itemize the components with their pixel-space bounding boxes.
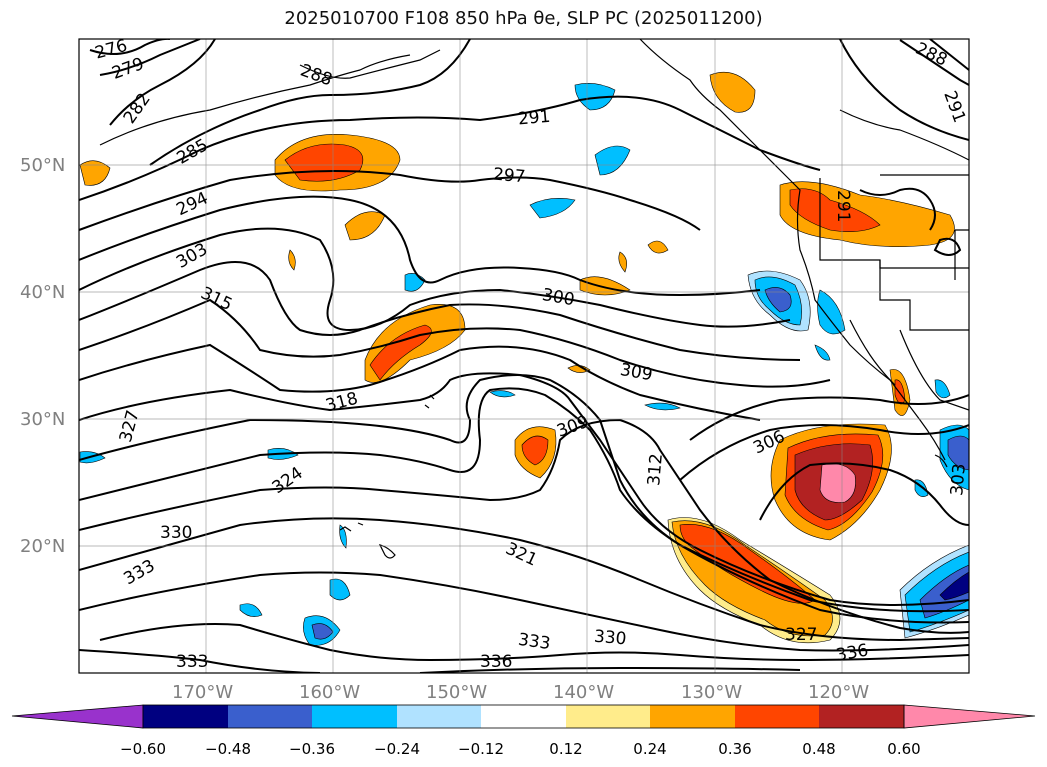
contour-label-309b: 309 [554,412,591,442]
contour-label-309: 309 [619,360,654,385]
colorbar-tick-4: −0.24 [374,740,420,758]
colorbar-segment-8 [735,705,819,728]
contour-label-291: 291 [517,107,551,130]
lon-label-130w: 130°W [681,682,742,703]
colorbar-segment-2 [228,705,312,728]
colorbar-tick-3: −0.36 [289,740,335,758]
colorbar-segment-6 [566,705,650,728]
shading-layer [79,71,969,646]
contour-label-336: 336 [480,652,512,672]
contour-label-282: 282 [120,90,155,128]
lon-label-150w: 150°W [426,682,487,703]
lat-label-50n: 50°N [20,155,65,176]
contour-label-312: 312 [644,453,667,487]
colorbar-segment-7 [650,705,735,728]
chart-title: 2025010700 F108 850 hPa θe, SLP PC (2025… [284,8,763,29]
contour-label-333: 333 [120,556,158,590]
colorbar-segment-3 [312,705,397,728]
longitude-labels: 170°W 160°W 150°W 140°W 130°W 120°W [172,682,869,703]
contour-label-291b: 291 [939,88,969,125]
contour-label-327: 327 [116,408,144,445]
contour-label-318: 318 [324,389,361,417]
contour-label-330: 330 [160,523,192,543]
contour-label-333b: 333 [176,652,208,672]
theta-e-contours [79,39,969,673]
contour-label-315: 315 [197,283,235,315]
colorbar-tick-9: 0.48 [802,740,835,758]
colorbar-tick-1: −0.60 [120,740,166,758]
colorbar-extend-low [11,704,144,729]
map-plot-area: 276 279 282 285 288 291 294 297 300 303 … [79,39,970,673]
lat-label-40n: 40°N [20,282,65,303]
colorbar-segment-1 [143,705,228,728]
gridlines [79,39,969,673]
contour-label-327b: 327 [785,625,817,645]
contour-label-303b: 303 [947,463,970,497]
colorbar: −0.60 −0.48 −0.36 −0.24 −0.12 0.12 0.24 … [11,704,1036,758]
contour-label-324: 324 [269,463,307,498]
colorbar-tick-10: 0.60 [887,740,920,758]
lon-label-140w: 140°W [553,682,614,703]
colorbar-segment-5 [481,705,566,728]
colorbar-tick-2: −0.48 [205,740,251,758]
lon-label-160w: 160°W [299,682,360,703]
contour-label-330b: 330 [593,627,627,650]
colorbar-segment-9 [819,705,904,728]
contour-label-297: 297 [492,165,526,188]
lat-label-20n: 20°N [20,536,65,557]
colorbar-tick-8: 0.36 [718,740,751,758]
contour-label-291c: 291 [833,190,853,222]
colorbar-tick-6: 0.12 [549,740,582,758]
contour-label-300: 300 [541,285,576,310]
lon-label-170w: 170°W [172,682,233,703]
colorbar-segment-4 [397,705,481,728]
contour-label-336b: 336 [835,640,870,665]
latitude-labels: 50°N 40°N 30°N 20°N [20,155,65,557]
plot-frame [78,38,970,674]
contour-label-333c: 333 [517,630,552,654]
colorbar-extend-high [903,704,1036,729]
lat-label-30n: 30°N [20,409,65,430]
colorbar-tick-7: 0.24 [633,740,666,758]
contour-label-288b: 288 [912,39,950,71]
lon-label-120w: 120°W [808,682,869,703]
colorbar-tick-5: −0.12 [458,740,504,758]
